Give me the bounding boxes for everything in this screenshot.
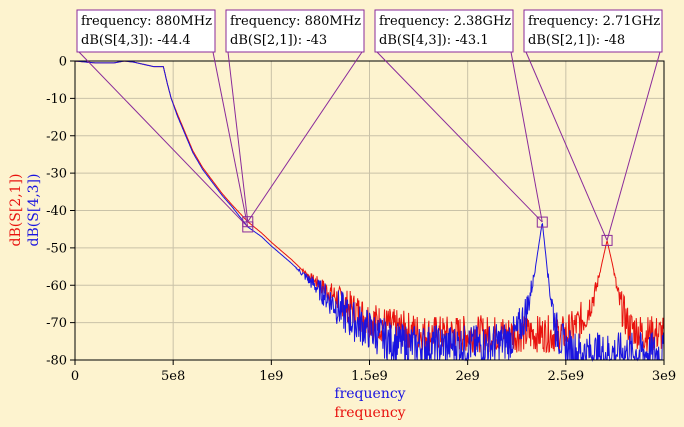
y-tick-label: -40 [46,204,67,219]
y-tick-label: -60 [46,279,67,294]
marker-value-label: dB(S[4,3]): -43.1 [379,33,489,48]
marker-leader-line [510,51,543,223]
marker-frequency-label: frequency: 880MHz [81,14,212,29]
marker-leader-line [247,51,363,222]
y-tick-label: -70 [46,316,67,331]
marker-square [601,234,613,246]
y-tick-label: -20 [46,129,67,144]
marker-leader-line [212,51,249,228]
x-tick-label: 2.5e9 [548,369,585,384]
y-axis-label-1: dB(S[2,1]) [8,174,24,247]
marker-callout-box [374,9,514,53]
y-tick-label: -50 [46,241,67,256]
x-tick-label: 3e9 [652,369,676,384]
marker-frequency-label: frequency: 880MHz [230,14,361,29]
marker-leader-line [78,51,249,228]
y-axis-label-2: dB(S[4,3]) [26,174,42,247]
marker-callout-box [523,9,663,53]
marker-square [242,216,254,228]
grid [74,60,665,361]
marker-callout-box [76,9,216,53]
marker-value-label: dB(S[2,1]): -48 [528,33,625,48]
x-tick-label: 1e9 [259,369,283,384]
x-tick-label: 5e8 [161,369,185,384]
y-tick-label: -80 [46,354,67,369]
x-axis-label-1: frequency [334,386,405,402]
series-s43-line [74,60,665,362]
plot-lines [74,60,665,362]
marker-leader-line [606,51,661,241]
marker-square [536,216,548,228]
marker-value-label: dB(S[2,1]): -43 [230,33,327,48]
x-tick-label: 2e9 [456,369,480,384]
y-tick-label: -30 [46,167,67,182]
y-tick-label: 0 [59,55,67,70]
marker-frequency-label: frequency: 2.38GHz [379,14,511,29]
axis-ticks: 0 5e8 1e9 1.5e9 2e9 2.5e9 3e9 0 -10 -20 -30 -40 -50 -… [46,55,676,385]
marker-value-label: dB(S[4,3]): -44.4 [81,33,191,48]
x-axis-label-2: frequency [334,405,405,421]
marker-callouts: frequency: 880MHz dB(S[4,3]): -44.4 freque… [76,9,663,246]
y-tick-label: -10 [46,92,67,107]
x-tick-label: 0 [71,369,79,384]
marker-callout-box [225,9,365,53]
marker-leader-line [227,51,249,222]
marker-frequency-label: frequency: 2.71GHz [528,14,660,29]
marker-leader-line [376,51,543,223]
marker-leader-line [525,51,608,241]
x-tick-label: 1.5e9 [351,369,388,384]
